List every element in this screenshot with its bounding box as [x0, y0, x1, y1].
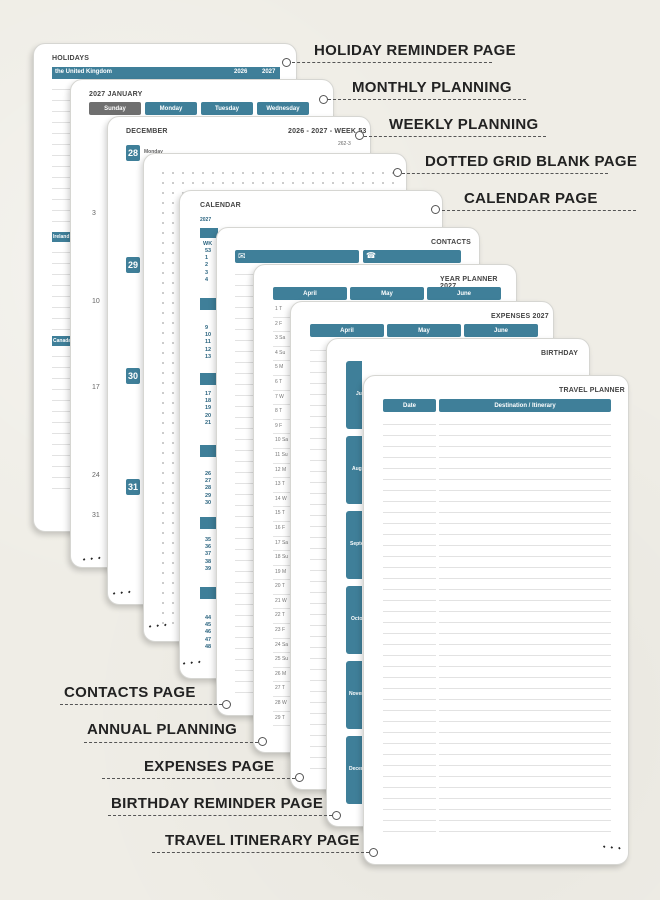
month-april: April: [273, 287, 347, 300]
binder-hole: [282, 58, 291, 67]
label-travel: TRAVEL ITINERARY PAGE: [165, 832, 360, 849]
binder-hole: [369, 848, 378, 857]
binder-hole: [355, 131, 364, 140]
leader-dotted: [402, 173, 608, 174]
subweek: 262-3: [338, 141, 351, 147]
month-tab-october: Octo: [346, 586, 362, 654]
phone-icon: ☎: [366, 251, 376, 260]
wk-label: WK: [203, 241, 213, 247]
wk-block-1: 53 1 2 3 4: [205, 248, 212, 283]
day-label: Monday: [144, 149, 163, 155]
day-header-tuesday: Tuesday: [201, 102, 253, 115]
page-title: CONTACTS: [431, 239, 471, 246]
label-contacts: CONTACTS PAGE: [64, 684, 196, 701]
leader-travel: [152, 852, 369, 853]
leader-birthday: [108, 815, 332, 816]
leader-contacts: [60, 704, 222, 705]
wk-block-3: 17 18 19 20 21: [205, 391, 212, 426]
label-calendar: CALENDAR PAGE: [464, 190, 598, 207]
month-bar-6: [200, 587, 218, 599]
binder-hole: [431, 205, 440, 214]
month-bar-4: [200, 445, 218, 457]
month-tab-december: Decer: [346, 736, 363, 804]
date-31: 31: [92, 512, 100, 519]
date-30: 30: [126, 368, 140, 384]
leader-expenses: [102, 778, 295, 779]
month-tab-november: Nover: [346, 661, 363, 729]
week-label: 2026 - 2027 - WEEK 53: [288, 128, 367, 135]
month-bar-3: [200, 373, 218, 385]
leader-annual: [84, 742, 258, 743]
leader-weekly: [364, 136, 546, 137]
binder-hole: [295, 773, 304, 782]
date-31: 31: [126, 479, 140, 495]
wk-block-2: 9 10 11 12 13: [205, 325, 212, 360]
binder-hole: [319, 95, 328, 104]
page-title: DECEMBER: [126, 128, 168, 135]
date-24: 24: [92, 472, 100, 479]
month-tab-august: Augu: [346, 436, 365, 504]
year-2026: 2026: [234, 69, 248, 75]
binder-hole: [258, 737, 267, 746]
wk-block-4: 26 27 28 29 30: [205, 471, 212, 506]
month-tab-july: Ju: [346, 361, 362, 429]
page-title: CALENDAR: [200, 202, 241, 209]
calendar-year: 2027: [200, 217, 212, 223]
month-june: June: [464, 324, 538, 337]
binder-hole: [393, 168, 402, 177]
date-28: 28: [126, 145, 140, 161]
contact-bar-email: ✉: [235, 250, 359, 263]
travel-lines-dest: [439, 414, 611, 836]
date-10: 10: [92, 298, 100, 305]
country-name: the United Kingdom: [55, 69, 112, 75]
travel-lines-date: [383, 414, 436, 836]
label-weekly: WEEKLY PLANNING: [389, 116, 539, 133]
month-june: June: [427, 287, 501, 300]
leader-calendar: [442, 210, 636, 211]
wk-block-5: 35 36 37 38 39: [205, 537, 212, 572]
ireland-bar: Ireland: [52, 232, 72, 242]
label-annual: ANNUAL PLANNING: [87, 721, 238, 738]
day-header-wednesday: Wednesday: [257, 102, 309, 115]
label-birthday: BIRTHDAY REMINDER PAGE: [111, 795, 324, 812]
page-title: HOLIDAYS: [52, 55, 90, 62]
day-header-monday: Monday: [145, 102, 197, 115]
date-17: 17: [92, 384, 100, 391]
page-title: 2027 JANUARY: [89, 91, 143, 98]
country-bar: the United Kingdom 2026 2027: [52, 67, 280, 79]
year-2027: 2027: [262, 69, 276, 75]
date-3: 3: [92, 210, 96, 217]
date-29: 29: [126, 257, 140, 273]
month-bar-1: [200, 228, 218, 238]
binder-hole: [332, 811, 341, 820]
day-header-sunday: Sunday: [89, 102, 141, 115]
month-tab-september: Septe: [346, 511, 364, 579]
col-date-header: Date: [383, 399, 436, 412]
month-bar-2: [200, 298, 218, 310]
label-monthly: MONTHLY PLANNING: [352, 79, 512, 96]
page-title: BIRTHDAY: [541, 350, 579, 357]
contact-bar-phone: ☎: [363, 250, 461, 263]
page-title: YEAR PLANNER 2027: [440, 276, 498, 290]
month-may: May: [387, 324, 461, 337]
month-may: May: [350, 287, 424, 300]
label-expenses: EXPENSES PAGE: [144, 758, 275, 775]
binder-hole: [222, 700, 231, 709]
leader-monthly: [328, 99, 526, 100]
wk-block-6: 44 45 46 47 48: [205, 615, 212, 650]
envelope-icon: ✉: [238, 251, 246, 261]
month-bar-5: [200, 517, 218, 529]
canada-bar: Canada: [52, 336, 72, 346]
col-destination-header: Destination / Itinerary: [439, 399, 611, 412]
label-holiday: HOLIDAY REMINDER PAGE: [314, 42, 516, 59]
label-dotted: DOTTED GRID BLANK PAGE: [425, 153, 638, 170]
leader-holiday: [292, 62, 492, 63]
month-april: April: [310, 324, 384, 337]
page-title: TRAVEL PLANNER: [559, 387, 625, 394]
page-title: EXPENSES 2027: [491, 313, 549, 320]
travel-page: TRAVEL PLANNER Date Destination / Itiner…: [363, 375, 629, 865]
